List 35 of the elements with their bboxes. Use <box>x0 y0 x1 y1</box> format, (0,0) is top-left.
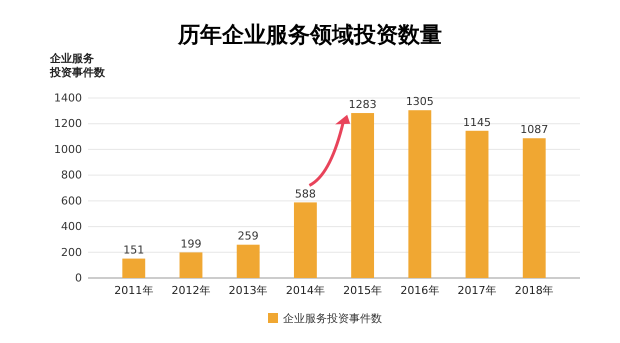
y-tick-label: 800 <box>61 168 82 182</box>
x-tick-label: 2011年 <box>114 284 154 297</box>
data-label: 259 <box>238 230 259 243</box>
bar <box>351 113 374 278</box>
data-label: 151 <box>123 244 144 257</box>
x-tick-label: 2015年 <box>343 284 382 297</box>
y-tick-label: 600 <box>61 194 82 208</box>
bar <box>294 202 317 278</box>
y-tick-label: 1400 <box>54 92 82 105</box>
x-tick-label: 2016年 <box>400 284 440 297</box>
bar <box>522 138 546 278</box>
y-axis-title: 企业服务投资事件数 <box>49 52 106 79</box>
y-tick-label: 200 <box>61 246 82 259</box>
data-label: 1145 <box>463 116 492 129</box>
x-tick-label: 2014年 <box>286 284 325 297</box>
chart-title: 历年企业服务领域投资数量 <box>177 22 442 48</box>
bar <box>236 244 260 278</box>
bar <box>180 252 202 278</box>
data-label: 1283 <box>348 98 377 112</box>
data-label: 1087 <box>520 123 548 136</box>
data-label: 588 <box>294 187 316 200</box>
bar <box>122 258 146 278</box>
y-tick-label: 0 <box>75 272 82 285</box>
x-tick-label: 2017年 <box>458 284 497 297</box>
x-tick-label: 2018年 <box>514 284 554 297</box>
x-tick-label: 2012年 <box>171 284 210 297</box>
bar <box>466 130 488 278</box>
legend-label: 企业服务投资事件数 <box>283 312 382 325</box>
y-tick-label: 1000 <box>54 142 82 156</box>
y-tick-label: 1200 <box>54 117 82 130</box>
bar <box>408 110 432 278</box>
y-tick-label: 400 <box>61 220 82 234</box>
x-tick-label: 2013年 <box>228 284 268 297</box>
data-label: 199 <box>180 237 202 250</box>
data-label: 1305 <box>406 95 434 108</box>
